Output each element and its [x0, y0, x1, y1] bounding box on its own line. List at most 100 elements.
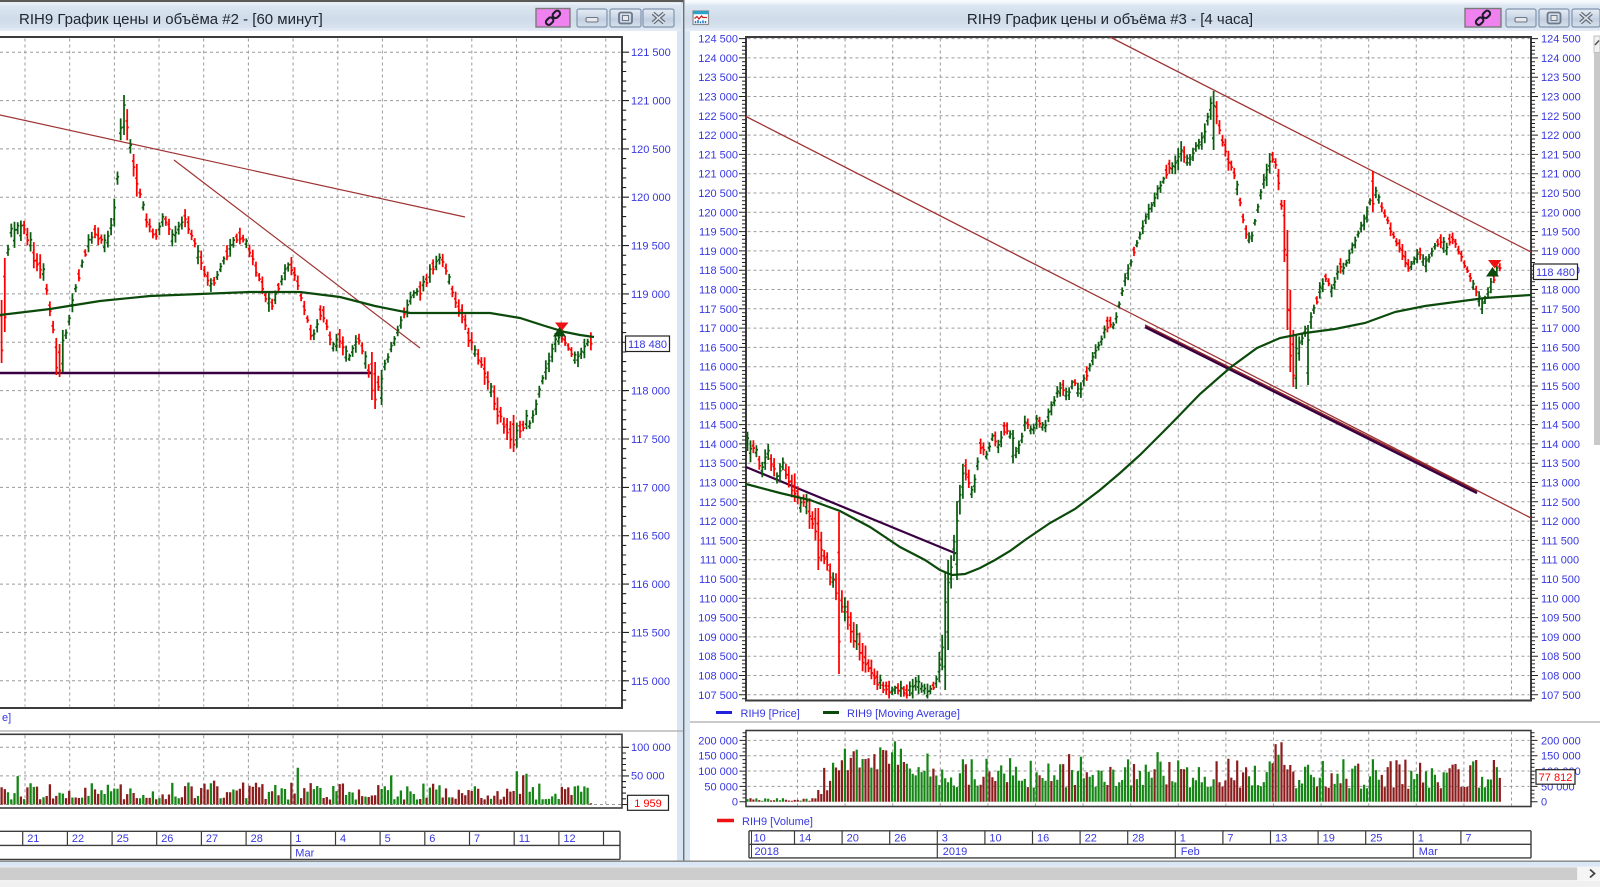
svg-text:114 500: 114 500 [699, 420, 738, 432]
svg-text:116 000: 116 000 [631, 579, 670, 591]
svg-text:20: 20 [847, 833, 859, 845]
svg-text:117 500: 117 500 [699, 304, 738, 316]
svg-text:112 500: 112 500 [699, 497, 738, 509]
svg-text:50 000: 50 000 [704, 781, 738, 793]
svg-text:109 000: 109 000 [1541, 632, 1581, 644]
svg-text:107 500: 107 500 [698, 690, 738, 702]
svg-text:RIH9 График цены и объёма #2 -: RIH9 График цены и объёма #2 - [60 минут… [19, 11, 323, 28]
svg-text:Mar: Mar [295, 847, 314, 859]
svg-text:121 500: 121 500 [698, 149, 738, 161]
svg-text:111 500: 111 500 [700, 535, 738, 547]
svg-text:28: 28 [1132, 833, 1144, 845]
svg-text:RIH9 [Moving Average]: RIH9 [Moving Average] [847, 708, 960, 720]
svg-text:116 500: 116 500 [1541, 342, 1580, 354]
svg-text:120 000: 120 000 [1541, 207, 1581, 219]
svg-text:25: 25 [1370, 833, 1382, 845]
svg-text:114 500: 114 500 [1541, 420, 1580, 432]
svg-text:11: 11 [519, 833, 530, 845]
svg-text:110 500: 110 500 [699, 574, 738, 586]
svg-text:14: 14 [799, 833, 811, 845]
svg-text:110 500: 110 500 [1541, 574, 1580, 586]
svg-text:200 000: 200 000 [1541, 735, 1581, 747]
svg-text:113 500: 113 500 [1541, 458, 1580, 470]
svg-text:124 000: 124 000 [698, 53, 738, 65]
svg-text:150 000: 150 000 [698, 751, 738, 763]
svg-text:116 500: 116 500 [631, 531, 670, 543]
svg-text:Feb: Feb [1181, 846, 1200, 858]
svg-text:123 500: 123 500 [1541, 72, 1581, 84]
svg-text:116 000: 116 000 [1541, 362, 1580, 374]
svg-text:122 000: 122 000 [698, 130, 738, 142]
svg-text:112 000: 112 000 [699, 516, 738, 528]
svg-text:121 000: 121 000 [698, 169, 738, 181]
svg-text:e]: e] [2, 712, 11, 724]
svg-text:123 000: 123 000 [1541, 92, 1581, 104]
svg-text:119 500: 119 500 [699, 227, 738, 239]
svg-text:115 500: 115 500 [699, 381, 738, 393]
svg-text:119 000: 119 000 [631, 289, 670, 301]
svg-text:0: 0 [732, 797, 738, 809]
svg-text:111 500: 111 500 [1541, 535, 1579, 547]
svg-text:16: 16 [1037, 833, 1049, 845]
svg-text:116 000: 116 000 [699, 362, 738, 374]
svg-text:112 500: 112 500 [1541, 497, 1580, 509]
svg-text:Mar: Mar [1419, 846, 1438, 858]
svg-text:121 500: 121 500 [1541, 149, 1581, 161]
svg-text:7: 7 [1227, 833, 1233, 845]
svg-text:5: 5 [385, 833, 391, 845]
svg-text:115 500: 115 500 [631, 627, 670, 639]
svg-text:124 500: 124 500 [698, 34, 738, 46]
svg-text:118 000: 118 000 [699, 285, 738, 297]
svg-text:19: 19 [1323, 833, 1335, 845]
svg-text:118 000: 118 000 [1541, 285, 1580, 297]
svg-text:1: 1 [1180, 833, 1186, 845]
svg-text:121 000: 121 000 [1541, 169, 1581, 181]
svg-text:7: 7 [1465, 833, 1471, 845]
svg-text:7: 7 [474, 833, 480, 845]
svg-text:120 500: 120 500 [698, 188, 738, 200]
svg-text:26: 26 [161, 833, 173, 845]
svg-text:1: 1 [295, 833, 301, 845]
svg-text:115 500: 115 500 [1541, 381, 1580, 393]
svg-text:117 000: 117 000 [1541, 323, 1580, 335]
svg-text:120 000: 120 000 [631, 192, 671, 204]
svg-text:RIH9 [Volume]: RIH9 [Volume] [742, 816, 813, 828]
svg-text:123 000: 123 000 [698, 92, 738, 104]
svg-text:114 000: 114 000 [1541, 439, 1580, 451]
svg-text:118 000: 118 000 [631, 386, 670, 398]
svg-text:117 000: 117 000 [699, 323, 738, 335]
svg-text:121 000: 121 000 [631, 96, 671, 108]
svg-text:116 500: 116 500 [699, 342, 738, 354]
svg-text:109 500: 109 500 [1541, 613, 1581, 625]
svg-text:113 500: 113 500 [699, 458, 738, 470]
svg-text:118 500: 118 500 [699, 265, 738, 277]
svg-text:119 500: 119 500 [631, 241, 670, 253]
svg-text:111 000: 111 000 [700, 555, 738, 567]
svg-text:13: 13 [1275, 833, 1287, 845]
svg-text:118 480: 118 480 [1536, 267, 1575, 279]
svg-text:21: 21 [27, 833, 39, 845]
svg-text:112 000: 112 000 [1541, 516, 1580, 528]
svg-text:113 000: 113 000 [1541, 478, 1580, 490]
svg-text:120 500: 120 500 [631, 144, 671, 156]
svg-text:100 000: 100 000 [698, 766, 738, 778]
svg-text:111 000: 111 000 [1541, 555, 1579, 567]
svg-text:RIH9 График цены и объёма #3 -: RIH9 График цены и объёма #3 - [4 часа] [967, 11, 1253, 28]
svg-text:122 000: 122 000 [1541, 130, 1581, 142]
svg-text:12: 12 [563, 833, 575, 845]
svg-text:108 000: 108 000 [1541, 671, 1581, 683]
svg-text:119 000: 119 000 [1541, 246, 1580, 258]
svg-text:1 959: 1 959 [634, 798, 662, 810]
svg-text:2019: 2019 [943, 846, 967, 858]
svg-text:108 500: 108 500 [698, 651, 738, 663]
svg-text:115 000: 115 000 [699, 400, 738, 412]
svg-text:26: 26 [894, 833, 906, 845]
svg-text:124 500: 124 500 [1541, 34, 1581, 46]
svg-text:109 000: 109 000 [698, 632, 738, 644]
svg-text:114 000: 114 000 [699, 439, 738, 451]
svg-text:120 500: 120 500 [1541, 188, 1581, 200]
svg-text:200 000: 200 000 [698, 735, 738, 747]
svg-text:113 000: 113 000 [699, 478, 738, 490]
svg-text:RIH9 [Price]: RIH9 [Price] [741, 708, 800, 720]
svg-text:3: 3 [942, 833, 948, 845]
